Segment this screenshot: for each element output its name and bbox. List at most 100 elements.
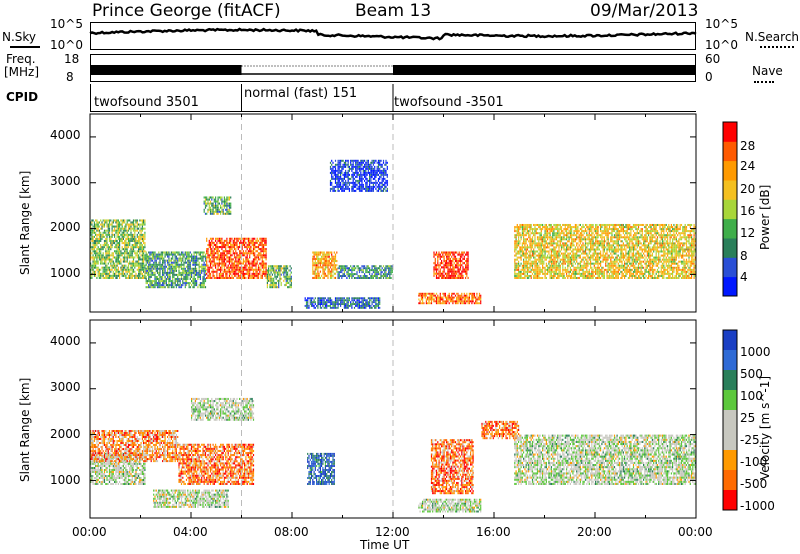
power-cell — [576, 266, 578, 269]
power-cell — [581, 238, 583, 241]
power-cell — [173, 261, 175, 264]
power-cell — [567, 248, 569, 251]
power-cell — [231, 266, 233, 269]
power-cell — [149, 277, 151, 281]
power-cell — [228, 270, 231, 273]
power-cell — [174, 280, 176, 283]
power-cell — [591, 223, 593, 227]
power-cell — [90, 258, 92, 261]
power-cell — [448, 272, 450, 275]
power-cell — [372, 277, 374, 279]
power-cell — [329, 272, 332, 275]
power-cell — [448, 276, 450, 280]
power-cell — [98, 237, 100, 240]
power-cell — [134, 274, 136, 277]
power-cell — [250, 252, 252, 255]
power-cell — [534, 234, 536, 237]
power-cell — [90, 270, 92, 273]
power-cell — [435, 268, 438, 271]
power-cell — [285, 281, 287, 284]
power-cell — [110, 276, 112, 279]
power-cell — [149, 259, 151, 262]
power-cell — [579, 236, 581, 239]
power-cell — [459, 296, 462, 299]
power-cell — [331, 299, 333, 302]
power-cell — [525, 258, 527, 261]
power-cell — [160, 286, 162, 289]
power-cell — [459, 262, 462, 265]
power-cell — [467, 298, 469, 301]
power-cell — [130, 274, 132, 277]
power-cell — [264, 262, 266, 265]
cpid-segment-1: twofsound 3501 — [94, 95, 199, 110]
power-cell — [217, 237, 219, 240]
power-cell — [134, 256, 136, 259]
power-cell — [428, 292, 430, 295]
power-cell — [101, 235, 103, 238]
power-cell — [100, 248, 102, 251]
power-cell — [581, 226, 583, 229]
power-cell — [287, 275, 289, 278]
nave-legend-line — [754, 81, 774, 83]
power-cell — [188, 255, 190, 258]
power-cell — [202, 280, 204, 283]
power-cell — [204, 259, 207, 262]
power-cell — [343, 273, 345, 276]
power-cell — [143, 223, 145, 226]
power-cell — [182, 263, 184, 266]
power-cell — [525, 242, 527, 245]
power-cell — [437, 257, 439, 261]
power-cell — [318, 299, 320, 302]
power-cell — [126, 219, 128, 222]
power-cell — [592, 240, 594, 243]
power-cell — [324, 306, 326, 309]
power-cell — [437, 268, 439, 271]
power-cell — [93, 221, 95, 224]
power-cell — [480, 298, 482, 301]
power-cell — [572, 272, 574, 275]
power-cell — [465, 268, 467, 271]
power-cell — [144, 221, 146, 224]
power-cell — [318, 301, 320, 304]
power-cell — [116, 223, 118, 226]
power-cell — [536, 270, 539, 273]
power-cell — [140, 229, 142, 232]
power-cell — [237, 256, 239, 259]
power-cell — [321, 301, 323, 304]
power-cell — [586, 246, 588, 249]
power-cell — [198, 284, 200, 287]
power-cell — [466, 296, 468, 299]
power-cell — [550, 262, 552, 265]
power-cell — [358, 271, 361, 274]
power-cell — [458, 300, 460, 303]
power-cell — [435, 253, 438, 256]
power-cell — [244, 239, 246, 242]
power-cell — [557, 266, 559, 269]
power-cell — [245, 256, 247, 259]
power-cell — [379, 273, 381, 276]
power-cell — [116, 274, 118, 277]
power-cell — [590, 254, 592, 257]
power-cell — [222, 246, 224, 249]
power-cell — [246, 248, 248, 251]
power-cell — [558, 254, 560, 257]
power-cell — [126, 246, 128, 249]
power-cell — [529, 234, 531, 237]
power-cell — [122, 264, 124, 267]
power-cell — [361, 304, 363, 307]
power-cell — [552, 262, 554, 265]
power-cell — [201, 286, 203, 289]
power-cell — [270, 265, 272, 268]
power-cell — [242, 252, 244, 255]
power-cell — [259, 258, 261, 261]
power-cell — [584, 272, 587, 275]
power-cell — [530, 246, 532, 249]
power-cell — [478, 302, 481, 305]
power-cell — [110, 258, 112, 261]
freq-tick-top: 18 — [64, 52, 80, 66]
power-cell — [540, 246, 542, 249]
power-cell — [552, 266, 554, 269]
power-cell — [369, 299, 371, 302]
power-cell — [523, 270, 525, 273]
power-cell — [251, 264, 253, 267]
